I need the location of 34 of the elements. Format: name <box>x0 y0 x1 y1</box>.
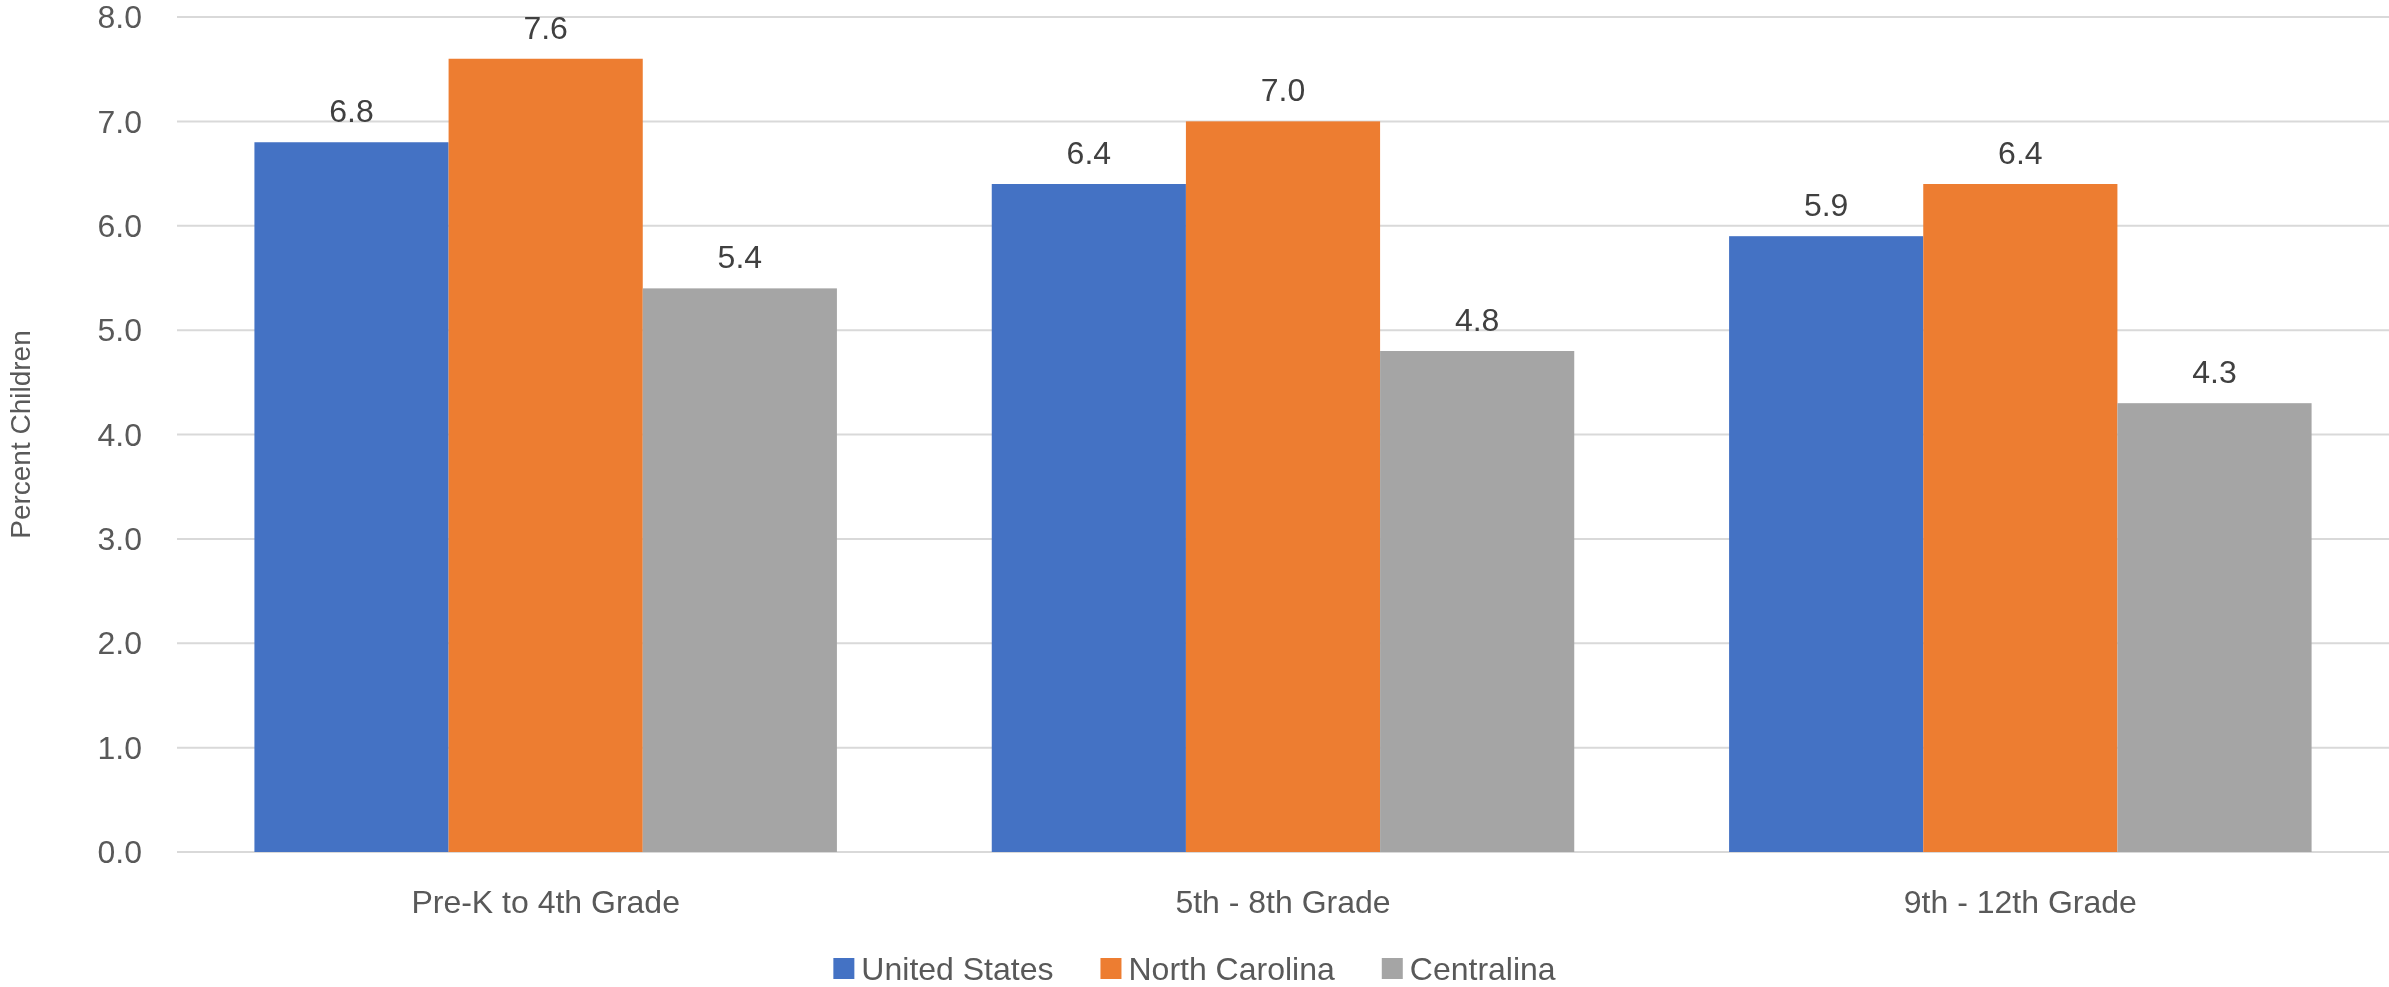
x-tick-label: 5th - 8th Grade <box>1175 884 1391 920</box>
data-label: 4.8 <box>1454 302 1500 338</box>
data-label: 6.4 <box>1066 135 1112 171</box>
data-label: 7.6 <box>523 9 568 46</box>
bar <box>1380 351 1575 852</box>
legend-label: United States <box>861 951 1054 987</box>
bar <box>642 288 837 852</box>
data-label: 6.8 <box>329 93 374 130</box>
y-tick-label: 8.0 <box>97 0 142 36</box>
legend-label: Centralina <box>1409 951 1556 987</box>
bar <box>254 142 449 852</box>
bar <box>991 184 1186 852</box>
y-tick-label: 4.0 <box>97 416 142 453</box>
data-label: 6.4 <box>1998 135 2043 171</box>
y-axis-title: Percent Children <box>5 330 36 539</box>
data-label: 7.0 <box>1260 72 1306 109</box>
data-label: 5.9 <box>1803 187 1849 224</box>
x-tick-label: 9th - 12th Grade <box>1903 884 2137 920</box>
y-tick-label: 0.0 <box>97 834 142 871</box>
data-label: 4.3 <box>2192 354 2237 391</box>
y-tick-label: 1.0 <box>97 729 142 766</box>
data-label: 5.4 <box>717 239 763 276</box>
y-tick-label: 7.0 <box>97 103 142 140</box>
bar <box>1923 184 2118 852</box>
y-tick-label: 2.0 <box>97 625 142 662</box>
bar <box>2117 403 2312 852</box>
bar <box>1729 236 1924 852</box>
legend-label: North Carolina <box>1128 951 1335 987</box>
bar <box>1185 121 1381 852</box>
y-tick-label: 6.0 <box>97 207 142 244</box>
y-tick-label: 3.0 <box>97 521 142 558</box>
x-tick-label: Pre-K to 4th Grade <box>411 884 680 920</box>
y-tick-label: 5.0 <box>97 312 142 349</box>
bar <box>448 58 643 852</box>
